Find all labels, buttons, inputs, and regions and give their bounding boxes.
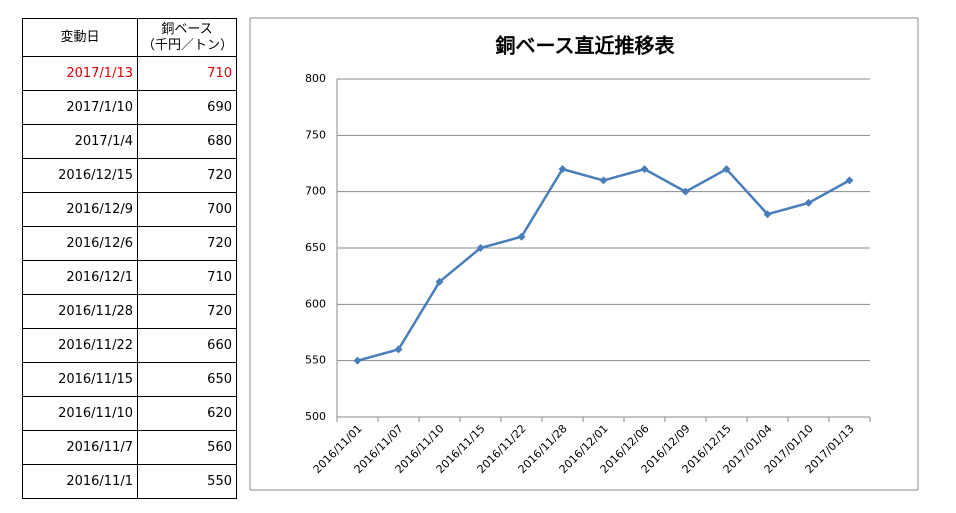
table-row: 2017/1/4 680	[22, 124, 237, 159]
y-tick-label: 650	[305, 241, 326, 254]
price-cell: 710	[137, 56, 237, 91]
date-cell: 2016/12/9	[22, 192, 138, 227]
data-point	[722, 165, 731, 174]
y-tick-label: 800	[305, 72, 326, 85]
table-row: 2016/11/1 550	[22, 464, 237, 499]
y-tick-label: 550	[305, 354, 326, 367]
y-tick-label: 600	[305, 297, 326, 310]
price-cell: 700	[137, 192, 237, 227]
data-point	[599, 176, 608, 185]
column-header: 変動日	[22, 18, 138, 57]
price-table: 変動日 銅ベース （千円／トン） 2017/1/13 710 2017/1/10 690…	[22, 18, 237, 499]
date-cell: 2016/11/22	[22, 328, 138, 363]
date-cell: 2017/1/4	[22, 124, 138, 159]
data-point	[394, 345, 403, 354]
price-cell: 660	[137, 328, 237, 363]
data-point	[681, 187, 690, 196]
price-cell: 650	[137, 362, 237, 397]
data-point	[558, 165, 567, 174]
data-point	[353, 356, 362, 365]
data-point	[845, 176, 854, 185]
table-row: 2016/12/9 700	[22, 192, 237, 227]
date-cell: 2017/1/10	[22, 90, 138, 125]
column-header: 銅ベース （千円／トン）	[137, 18, 237, 57]
data-point	[804, 198, 813, 207]
y-tick-label: 750	[305, 128, 326, 141]
chart-frame	[249, 17, 919, 491]
data-point	[763, 210, 772, 219]
table-row: 2016/11/10 620	[22, 396, 237, 431]
table-row: 2016/11/22 660	[22, 328, 237, 363]
price-cell: 550	[137, 464, 237, 499]
y-tick-label: 500	[305, 410, 326, 423]
date-cell: 2016/11/28	[22, 294, 138, 329]
y-tick-label: 700	[305, 185, 326, 198]
date-cell: 2016/11/7	[22, 430, 138, 465]
table-row: 2017/1/10 690	[22, 90, 237, 125]
table-row: 2016/12/1 710	[22, 260, 237, 295]
price-cell: 710	[137, 260, 237, 295]
price-cell: 720	[137, 226, 237, 261]
data-point	[517, 232, 526, 241]
chart-title: 銅ベース直近推移表	[496, 34, 676, 58]
data-point	[476, 244, 485, 252]
column-header-label: 銅ベース	[161, 21, 213, 37]
table-row: 2017/1/13 710	[22, 56, 237, 91]
data-point	[640, 165, 649, 174]
date-cell: 2016/11/1	[22, 464, 138, 499]
price-cell: 720	[137, 158, 237, 193]
column-header-unit: （千円／トン）	[142, 37, 234, 53]
date-cell: 2017/1/13	[22, 56, 138, 91]
data-point	[435, 277, 444, 286]
price-cell: 680	[137, 124, 237, 159]
